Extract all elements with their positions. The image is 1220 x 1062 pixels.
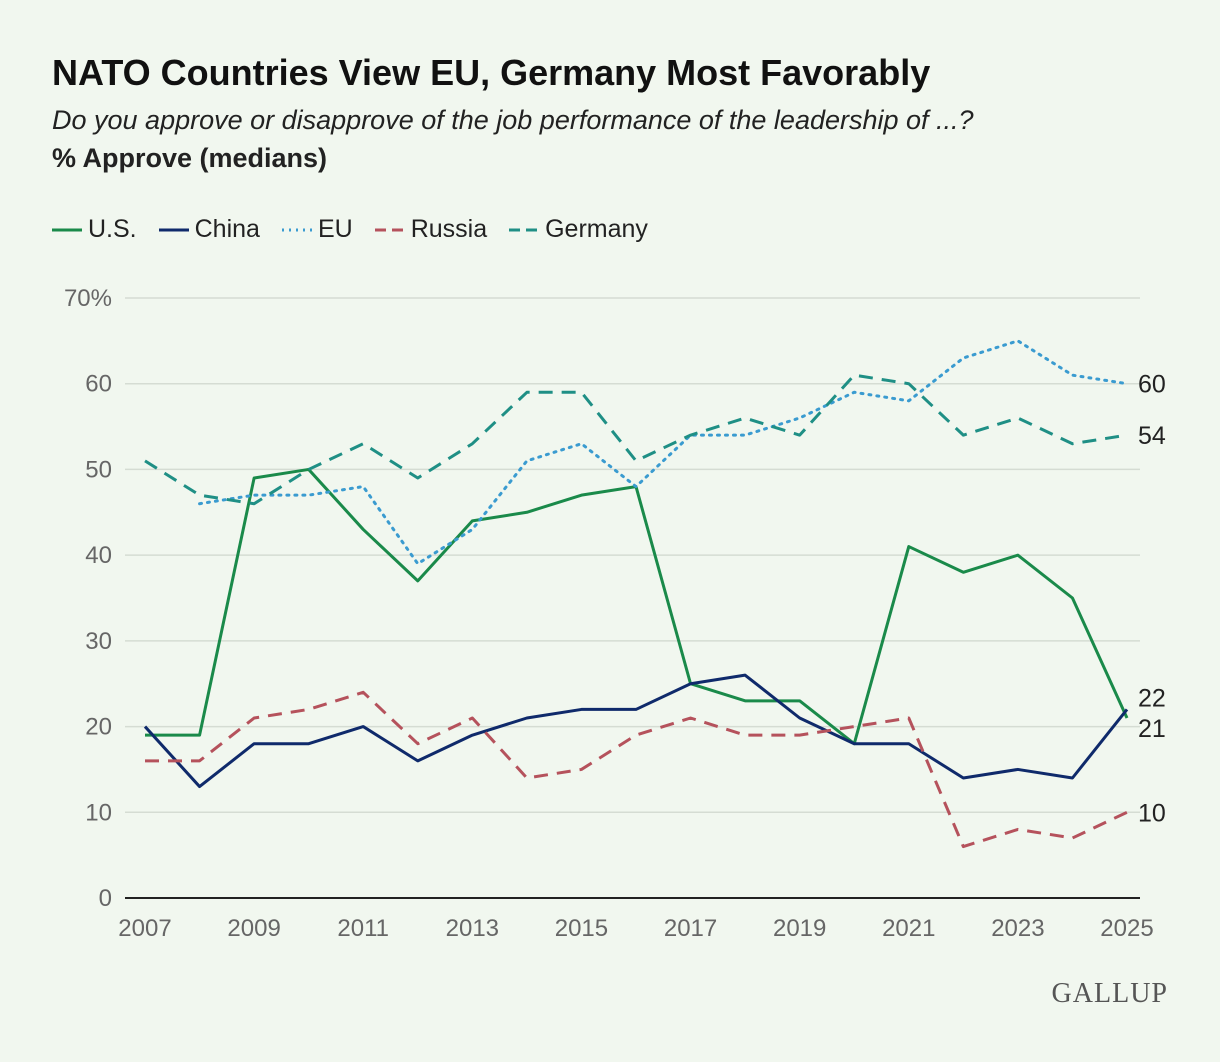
x-tick-label: 2009 [227, 915, 280, 942]
legend-swatch [374, 228, 405, 231]
legend-label: U.S. [88, 215, 137, 243]
end-label: 54 [1138, 422, 1166, 450]
y-tick-label: 40 [85, 542, 112, 569]
y-tick-label: 20 [85, 714, 112, 741]
y-tick-label: 30 [85, 628, 112, 655]
series-line-russia [145, 690, 1128, 849]
x-tick-label: 2015 [555, 915, 608, 942]
legend-swatch [509, 228, 540, 231]
x-tick-label: 2019 [773, 915, 826, 942]
legend-swatch [158, 228, 189, 231]
legend-label: Germany [545, 215, 648, 243]
end-label: 22 [1138, 684, 1166, 712]
legend-label: Russia [410, 215, 488, 243]
legend-item: EU [281, 215, 353, 244]
series-line-us [145, 467, 1129, 746]
x-tick-label: 2021 [882, 915, 935, 942]
legend-swatch [52, 228, 82, 231]
y-tick-label: 60 [85, 371, 112, 398]
y-tick-label: 50 [85, 456, 112, 483]
legend-label: EU [317, 215, 353, 243]
y-tick-label: 70% [64, 285, 112, 312]
measure-label: % Approve (medians) [52, 143, 328, 173]
x-tick-label: 2017 [664, 915, 717, 942]
end-label: 10 [1138, 799, 1166, 827]
series-line-eu [198, 339, 1129, 566]
legend-item: U.S. [52, 215, 137, 244]
legend: U.S. China EU Russia Germany [52, 215, 648, 244]
x-tick-label: 2007 [118, 915, 171, 942]
chart-title: NATO Countries View EU, Germany Most Fav… [52, 52, 931, 93]
series-line-germany [144, 373, 1128, 506]
chart-subtitle: Do you approve or disapprove of the job … [52, 105, 974, 135]
x-tick-label: 2023 [991, 915, 1044, 942]
legend-label: China [194, 215, 260, 243]
y-tick-label: 10 [85, 799, 112, 826]
y-tick-label: 0 [99, 885, 112, 912]
legend-swatch [281, 228, 312, 231]
x-tick-label: 2011 [337, 915, 389, 942]
x-tick-label: 2025 [1100, 915, 1153, 942]
legend-item: Germany [509, 215, 648, 244]
end-label: 21 [1138, 715, 1166, 743]
x-tick-label: 2013 [446, 915, 499, 942]
gallup-logo: GALLUP [1051, 978, 1168, 1009]
legend-item: China [158, 215, 260, 244]
series-line-china [143, 673, 1129, 789]
end-label: 60 [1138, 371, 1166, 399]
legend-item: Russia [374, 215, 488, 244]
